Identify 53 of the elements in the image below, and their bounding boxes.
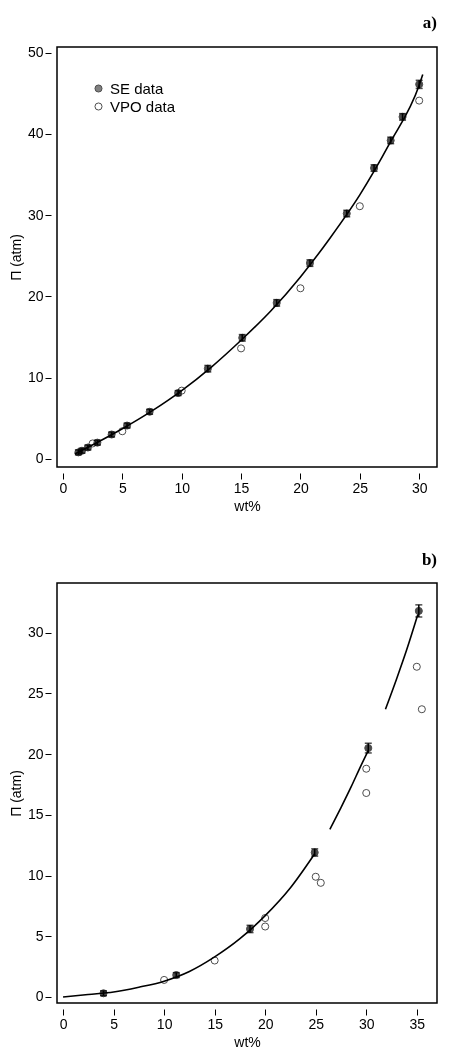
y-tick-label: 0 <box>35 450 44 467</box>
point <box>261 922 270 931</box>
chart-title: b) <box>421 550 437 569</box>
point <box>362 788 371 798</box>
point <box>355 202 364 211</box>
x-axis-title: wt% <box>233 497 261 514</box>
x-tick-label: 25 <box>352 479 369 496</box>
point <box>316 878 325 887</box>
point <box>362 764 371 773</box>
y-tick-label: 20 <box>27 287 44 304</box>
y-tick-label: 5 <box>35 927 44 944</box>
y-tick-label: 10 <box>27 867 44 884</box>
point <box>296 284 305 293</box>
x-tick-label: 0 <box>59 1015 68 1032</box>
x-tick-label: 15 <box>207 1015 224 1032</box>
point <box>417 705 426 714</box>
legend-label: SE data <box>110 79 165 97</box>
x-tick-label: 30 <box>358 1015 375 1032</box>
x-tick-label: 30 <box>411 479 428 496</box>
legend-label: VPO data <box>110 97 176 115</box>
x-tick-label: 20 <box>257 1015 274 1032</box>
x-tick-label: 5 <box>110 1015 119 1032</box>
chart-title: a) <box>422 12 437 32</box>
point <box>118 427 127 436</box>
x-tick-label: 10 <box>174 479 191 496</box>
y-tick-label: 0 <box>35 988 44 1005</box>
y-tick-label: 30 <box>27 206 44 223</box>
x-tick-label: 35 <box>409 1015 426 1032</box>
point <box>261 914 270 923</box>
y-tick-label: 40 <box>27 125 44 142</box>
x-tick-label: 5 <box>118 479 127 496</box>
y-tick-label: 25 <box>27 684 44 701</box>
point <box>311 872 320 881</box>
x-axis-title: wt% <box>233 1033 261 1050</box>
point <box>415 96 424 105</box>
point <box>237 344 246 353</box>
x-tick-label: 25 <box>308 1015 325 1032</box>
line-series <box>74 73 424 455</box>
y-tick-label: 50 <box>27 44 44 61</box>
x-tick-label: 10 <box>156 1015 173 1032</box>
y-tick-label: 10 <box>27 369 44 386</box>
x-tick-label: 0 <box>59 479 68 496</box>
y-tick-label: 20 <box>27 745 44 762</box>
y-axis-title: Π (atm) <box>7 770 24 817</box>
point <box>210 956 219 965</box>
point <box>160 975 169 984</box>
point <box>88 439 97 448</box>
x-tick-label: 20 <box>293 479 309 496</box>
y-axis-title: Π (atm) <box>7 234 24 281</box>
y-tick-label: 30 <box>27 624 44 641</box>
point <box>412 662 421 671</box>
x-tick-label: 15 <box>233 479 250 496</box>
y-tick-label: 15 <box>27 806 44 823</box>
